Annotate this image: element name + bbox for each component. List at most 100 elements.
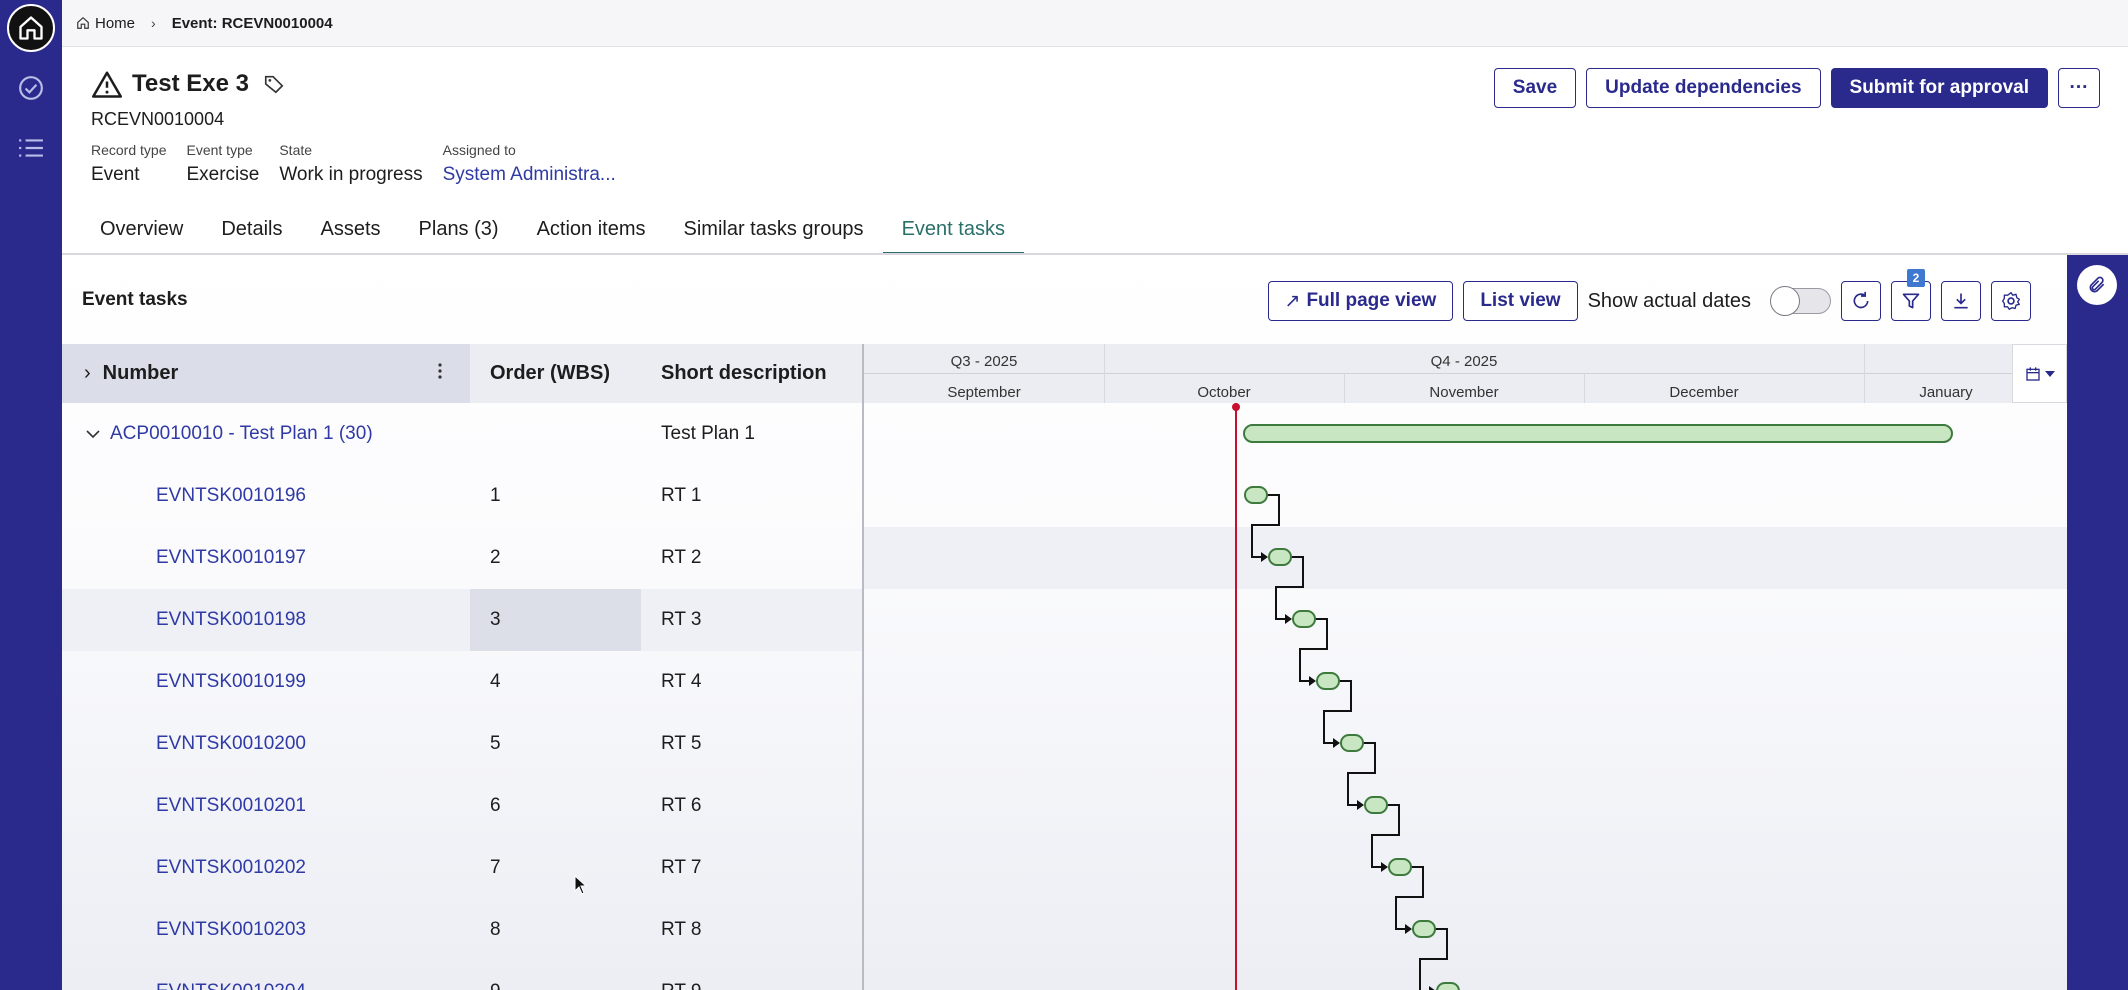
task-grid: › Number Order (WBS) Short description A… [62, 344, 862, 990]
task-wbs[interactable]: 2 [490, 547, 501, 568]
calendar-zoom-button[interactable] [2012, 344, 2067, 403]
today-marker [1232, 403, 1240, 411]
right-side-strip [2067, 255, 2128, 990]
task-wbs[interactable]: 7 [490, 857, 501, 878]
task-wbs[interactable]: 3 [470, 589, 641, 651]
page-title: Test Exe 3 [132, 70, 249, 97]
table-row[interactable]: EVNTSK0010198 3 RT 3 [62, 589, 862, 651]
tab-action-items[interactable]: Action items [536, 217, 646, 240]
task-bars [1244, 486, 1460, 990]
column-header-number[interactable]: › Number [62, 344, 470, 403]
field-label: Record type [91, 142, 167, 158]
breadcrumb-home[interactable]: Home [76, 15, 135, 32]
table-row[interactable]: EVNTSK0010196 1 RT 1 [62, 465, 862, 527]
dependency-arrow [1261, 552, 1268, 562]
task-wbs[interactable]: 4 [490, 671, 501, 692]
tab-event-tasks[interactable]: Event tasks [882, 206, 1024, 255]
task-wbs[interactable]: 6 [490, 795, 501, 816]
dependency-arrow [1405, 924, 1412, 934]
calendar-icon [2025, 366, 2040, 381]
table-row[interactable]: EVNTSK0010200 5 RT 5 [62, 713, 862, 775]
paperclip-icon[interactable] [2077, 265, 2117, 305]
task-number-link[interactable]: EVNTSK0010202 [156, 857, 306, 878]
settings-button[interactable] [1991, 281, 2031, 321]
dependency-connector [1347, 742, 1376, 806]
month-label: November [1429, 384, 1499, 401]
task-wbs[interactable]: 5 [490, 733, 501, 754]
task-wbs[interactable]: 1 [490, 485, 501, 506]
table-row[interactable]: EVNTSK0010204 9 RT 9 [62, 961, 862, 990]
task-description: RT 2 [661, 547, 702, 568]
home-icon [77, 16, 89, 29]
chevron-right-icon: › [151, 15, 156, 31]
full-page-view-button[interactable]: ↗ Full page view [1267, 281, 1454, 321]
plan-number[interactable]: ACP0010010 - Test Plan 1 (30) [62, 423, 470, 445]
table-row[interactable]: EVNTSK0010199 4 RT 4 [62, 651, 862, 713]
chevron-right-icon[interactable]: › [84, 362, 91, 384]
task-bar [1340, 734, 1364, 752]
list-icon[interactable] [17, 134, 45, 162]
tab-plans[interactable]: Plans (3) [418, 217, 499, 240]
show-actual-dates-toggle[interactable] [1770, 286, 1831, 316]
submit-for-approval-button[interactable]: Submit for approval [1830, 68, 2048, 108]
task-number-link[interactable]: EVNTSK0010200 [156, 733, 306, 754]
task-description: RT 7 [661, 857, 702, 878]
table-row[interactable]: EVNTSK0010197 2 RT 2 [62, 527, 862, 589]
column-menu-icon[interactable] [438, 362, 442, 385]
show-actual-dates-label: Show actual dates [1587, 289, 1751, 312]
task-wbs[interactable]: 8 [490, 919, 501, 940]
event-tasks-panel: Event tasks ↗ Full page view List view S… [62, 255, 2067, 990]
task-number-link[interactable]: EVNTSK0010198 [156, 609, 306, 630]
column-header-wbs[interactable]: Order (WBS) [470, 344, 641, 403]
task-bar [1412, 920, 1436, 938]
save-button[interactable]: Save [1493, 68, 1577, 108]
gantt-toolbar: ↗ Full page view List view Show actual d… [1267, 269, 2031, 321]
dependency-connector [1419, 928, 1448, 990]
caret-down-icon [2044, 370, 2055, 377]
home-icon[interactable] [7, 4, 55, 52]
task-number-link[interactable]: EVNTSK0010201 [156, 795, 306, 816]
dependency-connector [1299, 618, 1328, 682]
field-event-type: Event type Exercise [186, 142, 259, 186]
column-header-description[interactable]: Short description [641, 344, 862, 403]
table-row[interactable]: EVNTSK0010201 6 RT 6 [62, 775, 862, 837]
chevron-down-icon[interactable] [86, 423, 100, 445]
table-row[interactable]: EVNTSK0010202 7 RT 7 [62, 837, 862, 899]
update-dependencies-button[interactable]: Update dependencies [1586, 68, 1821, 108]
task-bar [1268, 548, 1292, 566]
list-view-button[interactable]: List view [1463, 281, 1578, 321]
plan-row[interactable]: ACP0010010 - Test Plan 1 (30) Test Plan … [62, 403, 862, 465]
tag-icon[interactable] [263, 73, 285, 95]
task-number-link[interactable]: EVNTSK0010204 [62, 981, 470, 990]
field-label: Event type [186, 142, 253, 158]
task-number-link[interactable]: EVNTSK0010203 [156, 919, 306, 940]
tab-overview[interactable]: Overview [100, 217, 184, 240]
task-description: RT 1 [661, 485, 702, 506]
left-nav-rail [0, 0, 62, 990]
table-row[interactable]: EVNTSK0010203 8 RT 8 [62, 899, 862, 961]
task-wbs[interactable]: 9 [470, 961, 641, 990]
more-actions-button[interactable]: ··· [2058, 68, 2100, 108]
breadcrumb-current: Event: RCEVN0010004 [171, 14, 333, 32]
grid-gantt-splitter[interactable] [862, 344, 864, 990]
header-actions: Save Update dependencies Submit for appr… [1493, 68, 2100, 108]
task-number-link[interactable]: EVNTSK0010196 [156, 485, 306, 506]
record-number: RCEVN0010004 [91, 109, 225, 129]
download-button[interactable] [1941, 281, 1981, 321]
panel-title: Event tasks [82, 289, 188, 310]
plan-number-link[interactable]: ACP0010010 - Test Plan 1 (30) [110, 423, 373, 444]
tab-similar-tasks-groups[interactable]: Similar tasks groups [683, 217, 864, 240]
check-circle-icon[interactable] [17, 74, 45, 102]
assigned-to-link[interactable]: System Administra... [442, 164, 616, 185]
warning-icon [92, 71, 122, 98]
refresh-button[interactable] [1841, 281, 1881, 321]
task-number-link[interactable]: EVNTSK0010197 [156, 547, 306, 568]
plan-description: Test Plan 1 [661, 423, 755, 444]
task-number-link[interactable]: EVNTSK0010199 [156, 671, 306, 692]
tab-details[interactable]: Details [221, 217, 283, 240]
mouse-cursor-icon [574, 874, 588, 900]
tab-assets[interactable]: Assets [320, 217, 381, 240]
gantt-chart [1232, 403, 1953, 990]
filter-button[interactable]: 2 [1891, 269, 1931, 321]
field-value: Event [91, 164, 140, 185]
